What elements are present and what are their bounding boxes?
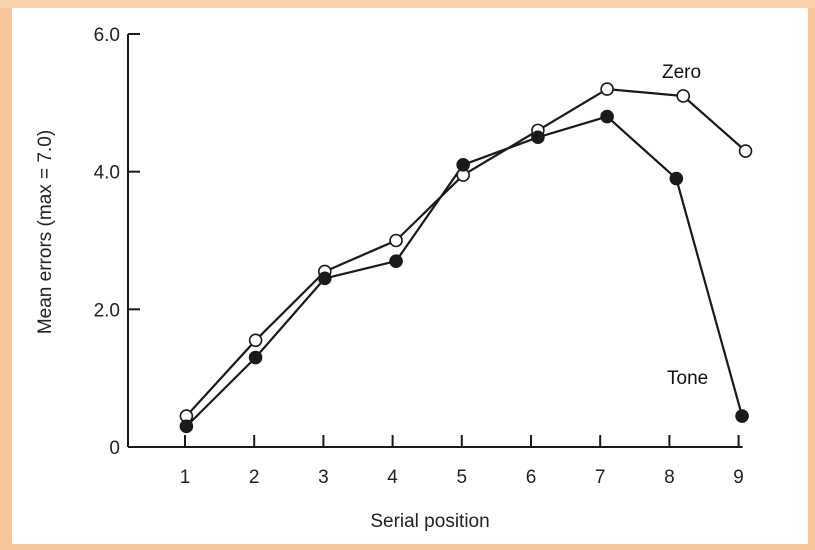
x-axis-ticks: 1 2 3 4 5 6 7 8 9 xyxy=(180,435,744,488)
y-tick-label: 6.0 xyxy=(94,25,120,46)
x-axis-title: Serial position xyxy=(370,511,489,532)
x-tick-label: 7 xyxy=(595,467,606,488)
x-tick-label: 2 xyxy=(249,467,260,488)
series-points xyxy=(179,82,753,434)
x-tick-label: 5 xyxy=(457,467,468,488)
data-point-zero xyxy=(248,333,263,348)
data-point-zero xyxy=(600,82,614,96)
data-point-tone xyxy=(456,157,470,172)
x-tick-label: 8 xyxy=(664,467,675,488)
series-lines xyxy=(185,88,747,428)
x-tick-label: 6 xyxy=(526,467,537,488)
data-point-tone xyxy=(317,271,332,286)
series-label-zero: Zero xyxy=(662,62,701,83)
chart-frame xyxy=(12,8,808,544)
data-point-zero xyxy=(389,233,403,248)
data-point-tone xyxy=(248,350,263,365)
data-point-tone xyxy=(669,171,684,186)
x-tick-label: 9 xyxy=(733,467,744,488)
y-tick-label: 0 xyxy=(109,438,120,459)
data-point-tone xyxy=(600,109,614,124)
data-point-tone xyxy=(179,419,194,434)
chart-axes xyxy=(127,34,743,448)
x-tick-label: 1 xyxy=(180,467,191,488)
data-point-tone xyxy=(389,254,403,268)
top-border-strip xyxy=(0,0,815,8)
y-axis-title: Mean errors (max = 7.0) xyxy=(35,130,56,334)
data-point-zero xyxy=(738,144,753,158)
data-point-zero xyxy=(676,89,691,103)
series-line-zero xyxy=(185,88,747,417)
y-tick-label: 4.0 xyxy=(94,163,120,184)
series-label-tone: Tone xyxy=(667,368,708,389)
y-axis-ticks: 0 2.0 4.0 6.0 xyxy=(94,25,140,459)
y-tick-label: 2.0 xyxy=(94,300,120,321)
x-tick-label: 4 xyxy=(387,467,398,488)
x-tick-label: 3 xyxy=(318,467,329,488)
data-point-tone xyxy=(735,409,749,423)
data-point-tone xyxy=(531,130,545,145)
